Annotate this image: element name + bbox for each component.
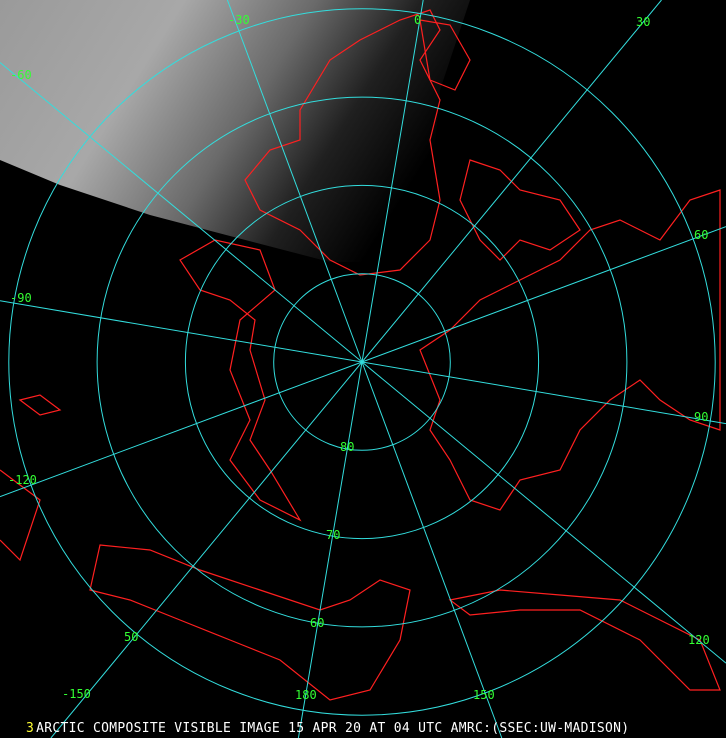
frame-number: 3 bbox=[26, 721, 35, 736]
meridian-line--90 bbox=[0, 300, 363, 363]
coastline-greenland bbox=[244, 9, 441, 276]
coastline-hudson bbox=[0, 394, 62, 562]
cloud-imagery bbox=[0, 0, 470, 262]
latitude-labels: 80 70 60 50 bbox=[124, 440, 354, 644]
meridian-line-90 bbox=[361, 361, 726, 425]
coastline-siberia bbox=[419, 189, 721, 511]
coastline-scandinavia bbox=[459, 159, 581, 261]
latitude-circle-80 bbox=[273, 273, 451, 451]
lat-label-60: 60 bbox=[310, 616, 324, 630]
meridian-line-30 bbox=[361, 0, 662, 363]
lon-label-120: 120 bbox=[688, 633, 710, 647]
latitude-circle-70 bbox=[184, 184, 540, 540]
meridian-line-60 bbox=[361, 226, 726, 363]
lon-label-neg150: -150 bbox=[62, 687, 91, 701]
meridian-line--150 bbox=[50, 361, 363, 738]
coastline-kamchatka bbox=[448, 589, 721, 691]
coastlines bbox=[0, 9, 721, 701]
lon-label-neg30: -30 bbox=[228, 13, 250, 27]
lat-label-80: 80 bbox=[340, 440, 354, 454]
lon-label-neg120: -120 bbox=[8, 473, 37, 487]
caption-text: ARCTIC COMPOSITE VISIBLE IMAGE 15 APR 20… bbox=[36, 721, 630, 736]
lat-label-70: 70 bbox=[326, 528, 340, 542]
lon-label-180: 180 bbox=[295, 688, 317, 702]
lon-label-30: 30 bbox=[636, 15, 650, 29]
lon-label-60: 60 bbox=[694, 228, 708, 242]
meridian-line--30 bbox=[226, 0, 363, 363]
lon-label-neg60: -60 bbox=[10, 68, 32, 82]
meridian-line-0 bbox=[361, 0, 424, 363]
latitude-circle-60 bbox=[96, 96, 628, 628]
coastline-alaska bbox=[89, 544, 411, 701]
lon-label-0: 0 bbox=[414, 13, 421, 27]
longitude-labels: 0 30 60 90 120 150 180 -150 -120 -90 -60… bbox=[8, 13, 710, 702]
meridian-line-150 bbox=[361, 361, 503, 738]
meridian-line--60 bbox=[0, 62, 363, 363]
meridian-line-120 bbox=[361, 361, 726, 664]
meridian-line--120 bbox=[0, 361, 363, 498]
image-caption: 3 ARCTIC COMPOSITE VISIBLE IMAGE 15 APR 2… bbox=[26, 721, 629, 736]
meridian-line-180 bbox=[297, 361, 363, 738]
lon-label-150: 150 bbox=[473, 688, 495, 702]
lon-label-90: 90 bbox=[694, 410, 708, 424]
lat-label-50: 50 bbox=[124, 630, 138, 644]
coastline-svalbard bbox=[419, 19, 471, 91]
lon-label-neg90: -90 bbox=[10, 291, 32, 305]
latitude-circle-50 bbox=[8, 8, 716, 716]
coastline-canada-arctic bbox=[179, 239, 302, 522]
